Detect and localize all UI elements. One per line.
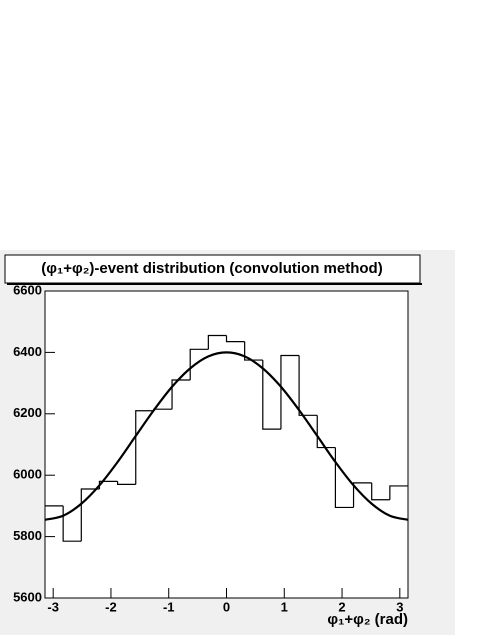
histogram-bin <box>334 447 354 509</box>
chart-title: (φ₁+φ₂)-event distribution (convolution … <box>41 260 382 277</box>
histogram-bin <box>389 485 408 500</box>
histogram-bin <box>262 360 281 430</box>
histogram-bin <box>62 505 82 542</box>
histogram-bin <box>80 488 100 542</box>
histogram-bin <box>171 379 191 410</box>
y-tick-label: 6000 <box>13 467 42 482</box>
y-tick-label: 5800 <box>13 528 42 543</box>
x-tick-label: 2 <box>338 599 345 614</box>
histogram-bin <box>371 482 390 501</box>
histogram-bin <box>135 410 154 485</box>
x-tick-label: -2 <box>105 599 117 614</box>
fit-curve <box>44 351 409 521</box>
x-axis-label: φ₁+φ₂ (rad) <box>327 611 408 628</box>
title-shadow <box>7 283 422 285</box>
title-box <box>4 254 421 284</box>
histogram-bin <box>207 334 227 350</box>
histogram-bin <box>116 481 136 486</box>
x-tick-label: 0 <box>223 599 230 614</box>
x-tick-label: -3 <box>47 599 59 614</box>
histogram-bin <box>225 335 245 343</box>
y-tick-label: 6400 <box>13 344 42 359</box>
x-tick-label: 3 <box>396 599 403 614</box>
x-tick-label: 1 <box>281 599 288 614</box>
x-tick-label: -1 <box>163 599 175 614</box>
histogram-bin <box>316 415 336 449</box>
histogram-bin <box>298 355 318 416</box>
y-tick-label: 5600 <box>13 589 42 604</box>
histogram-bin <box>280 354 300 430</box>
histogram-bin <box>244 341 263 361</box>
y-tick-label: 6200 <box>13 405 42 420</box>
y-tick-label: 6600 <box>13 282 42 297</box>
histogram-bin <box>352 482 372 508</box>
